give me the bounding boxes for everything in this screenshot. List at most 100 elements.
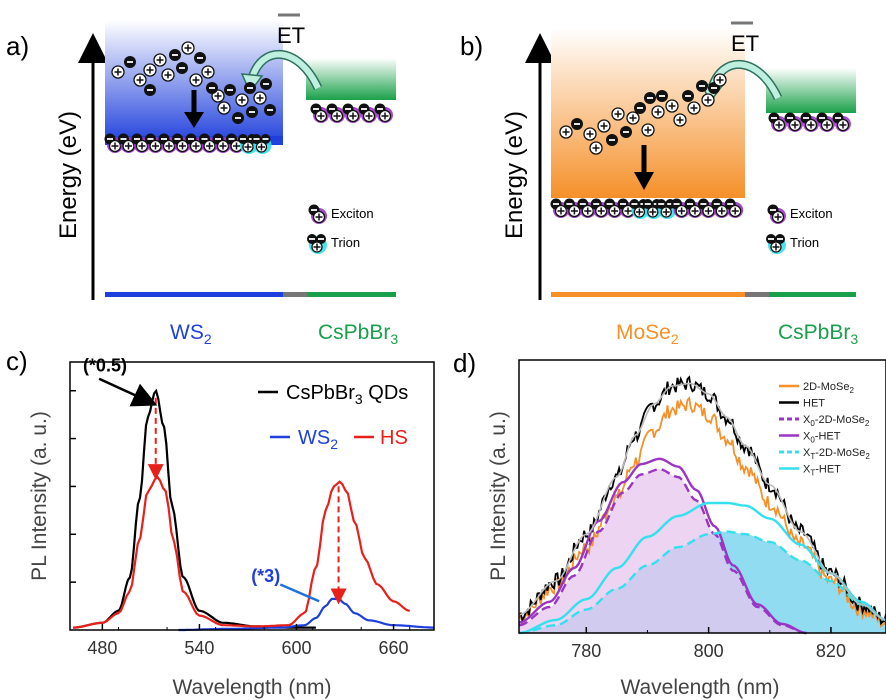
panel-c-label: c) — [6, 346, 28, 376]
panel-a: a) Energy (eV) ET Exciton Trion WS2 CsPb… — [6, 13, 398, 347]
chart-c-ticks: 480 540 600 660 — [70, 389, 411, 658]
hole-sign — [570, 207, 578, 215]
hole-sign — [204, 68, 212, 76]
hole-sign — [125, 142, 132, 150]
hole-sign — [258, 143, 265, 151]
legend-a-trion: Trion — [331, 235, 360, 250]
trion-icon-a — [307, 234, 327, 254]
legend-label-0: CsPbBr3 QDs — [286, 382, 408, 407]
et-arrow-a-fill — [249, 51, 321, 90]
panel-c: c) 480 540 600 660 Wavelength (nm) PL Inten… — [6, 346, 435, 699]
hole-sign — [624, 207, 632, 215]
hole-sign — [165, 142, 173, 150]
perovskite-label-b: CsPbBr3 — [778, 321, 858, 347]
perovskite-band-b — [766, 68, 856, 113]
hole-sign — [206, 142, 213, 150]
hole-sign — [184, 44, 192, 52]
hole-sign — [690, 104, 698, 112]
hole-sign — [704, 96, 712, 104]
hole-sign — [381, 112, 389, 120]
hole-sign — [136, 76, 144, 84]
hole-sign — [644, 126, 652, 134]
hole-sign — [839, 121, 847, 129]
hole-sign — [597, 207, 605, 215]
series-line-1 — [178, 597, 434, 632]
chart-d-legend: 2D-MoSe2 HET X0-2D-MoSe2 X0-HET XT-2D-MoSe2 X… — [779, 381, 870, 478]
hole-sign — [662, 208, 670, 216]
hole-sign — [611, 207, 619, 215]
annotation-scale-three: (*3) — [251, 566, 280, 586]
series-line-5 — [518, 501, 886, 635]
et-label-b: ET — [731, 31, 759, 56]
legend-label-0: 2D-MoSe2 — [803, 381, 854, 395]
hole-sign — [716, 76, 724, 84]
hole-sign — [138, 142, 146, 150]
hole-sign — [629, 114, 637, 122]
hole-sign — [317, 112, 325, 120]
legend-label-2: X0-2D-MoSe2 — [803, 414, 870, 428]
panel-a-label: a) — [6, 31, 29, 61]
perovskite-bar-b — [769, 292, 856, 297]
hole-sign — [156, 56, 164, 64]
hole-sign — [649, 208, 657, 216]
series-line-0 — [518, 396, 886, 629]
hole-sign — [600, 122, 608, 130]
trion-icon-b — [766, 234, 786, 254]
hole-sign — [772, 243, 780, 251]
panel-b: b) Energy (eV) ET Exciton Trion MoSe2 Cs… — [460, 21, 858, 347]
hole-sign — [586, 130, 594, 138]
perovskite-band-a — [306, 58, 396, 100]
chart-d-ticks: 780 800 820 — [571, 627, 846, 661]
hole-sign — [791, 121, 799, 129]
hole-sign — [349, 112, 357, 120]
chart-c-series — [73, 388, 434, 632]
ws2-bar — [105, 292, 283, 297]
hole-sign — [718, 207, 726, 215]
panel-a-ylabel: Energy (eV) — [55, 111, 82, 239]
hole-sign — [152, 142, 159, 150]
hole-sign — [635, 208, 643, 216]
exciton-icon-a — [308, 204, 327, 224]
hole-sign — [614, 110, 622, 118]
gap-bar-a — [283, 292, 307, 297]
hole-sign — [111, 142, 119, 150]
exciton-icon-b — [767, 204, 786, 224]
perovskite-bar-a — [307, 292, 396, 297]
series-line-4 — [518, 530, 886, 635]
legend-label-1: HET — [803, 398, 825, 410]
chart-d-frame — [518, 359, 886, 634]
legend-label-1: WS2 — [298, 427, 338, 452]
panel-b-ylabel: Energy (eV) — [501, 111, 528, 239]
legend-a: Exciton Trion — [307, 204, 374, 254]
hole-sign — [244, 143, 252, 151]
hole-sign — [179, 142, 186, 150]
hole-sign — [678, 207, 686, 215]
hole-sign — [238, 96, 246, 104]
chart-c-frame — [69, 361, 435, 631]
hole-sign — [775, 121, 783, 129]
legend-label-5: XT-HET — [803, 464, 841, 478]
panel-d-label: d) — [453, 348, 476, 378]
chart-d-series — [518, 375, 886, 635]
hole-sign — [220, 104, 228, 112]
hole-sign — [313, 243, 321, 251]
x-tick-label-0: 480 — [87, 638, 117, 658]
hole-sign — [557, 207, 565, 215]
mose2-band-edge — [551, 195, 745, 198]
series-fill-2 — [519, 469, 807, 633]
x-tick-label-3: 660 — [379, 638, 409, 658]
x-tick-label-1: 800 — [694, 641, 724, 661]
chart-d-ylabel: PL Intensity (a. u.) — [487, 411, 510, 581]
hole-sign — [365, 112, 373, 120]
hole-sign — [562, 128, 570, 136]
legend-b-exciton: Exciton — [790, 206, 833, 221]
ws2-label: WS2 — [170, 321, 212, 347]
panel-b-label: b) — [460, 31, 483, 61]
hole-sign — [807, 121, 815, 129]
exciton-cloud-b — [550, 73, 851, 219]
legend-label-4: XT-2D-MoSe2 — [803, 447, 870, 461]
legend-b-trion: Trion — [790, 235, 819, 250]
hole-sign — [691, 207, 699, 215]
hole-sign — [192, 76, 200, 84]
hole-sign — [214, 92, 222, 100]
